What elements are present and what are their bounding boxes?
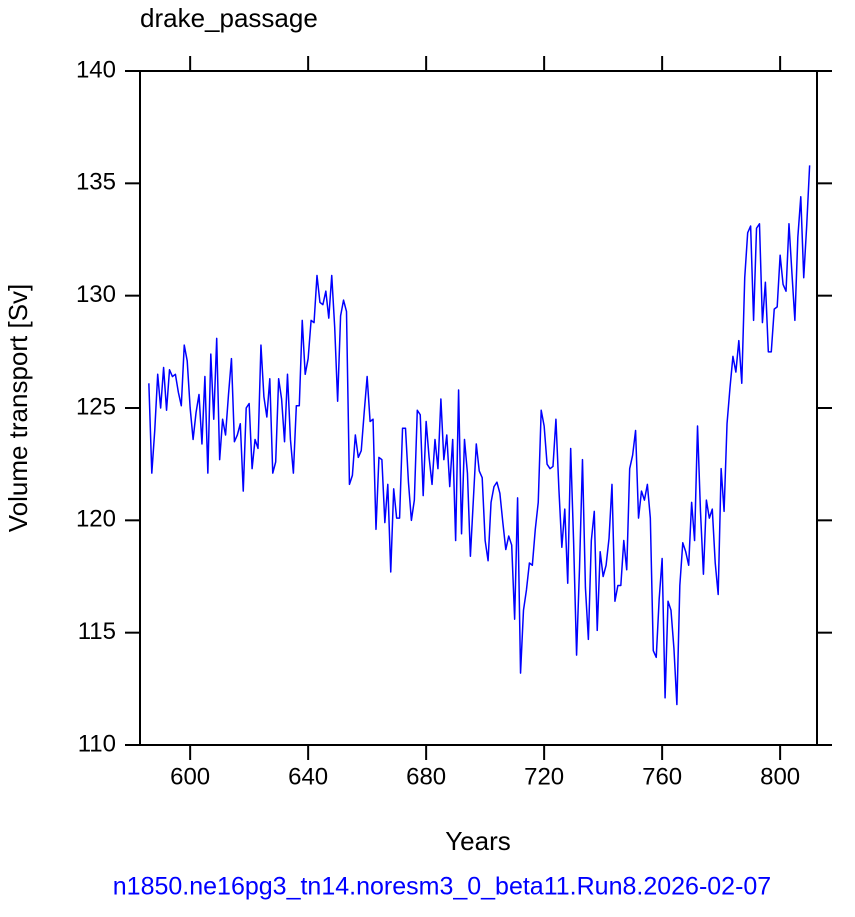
- y-tick-label: 125: [76, 393, 116, 420]
- y-axis-label: Volume transport [Sv]: [3, 284, 33, 533]
- y-tick-label: 140: [76, 56, 116, 83]
- x-tick-label: 720: [524, 763, 564, 790]
- x-tick-label: 800: [760, 763, 800, 790]
- footer: n1850.ne16pg3_tn14.noresm3_0_beta11.Run8…: [113, 873, 771, 901]
- y-tick-label: 130: [76, 281, 116, 308]
- chart-title: drake_passage: [140, 3, 318, 33]
- y-tick-label: 135: [76, 169, 116, 196]
- x-tick-label: 680: [406, 763, 446, 790]
- x-axis-label: Years: [445, 826, 511, 856]
- y-tick-label: 115: [78, 618, 116, 645]
- y-tick-label: 110: [78, 730, 116, 757]
- plot-frame: [139, 70, 818, 746]
- data-line: [148, 165, 811, 706]
- x-tick-label: 600: [170, 763, 210, 790]
- y-tick-label: 120: [76, 506, 116, 533]
- x-tick-label: 760: [642, 763, 682, 790]
- x-tick-label: 640: [288, 763, 328, 790]
